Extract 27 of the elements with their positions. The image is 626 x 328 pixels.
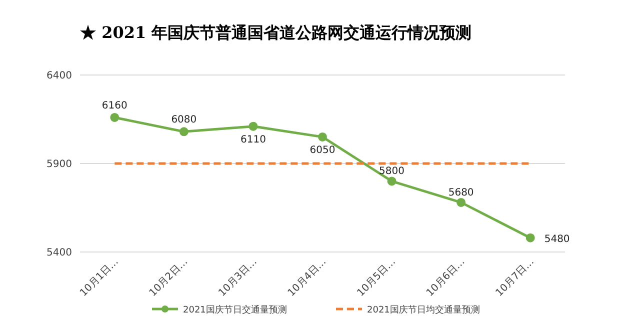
point	[318, 132, 327, 142]
x-tick-label: 10月7日…	[494, 256, 536, 299]
point	[526, 233, 535, 242]
data-label: 6110	[240, 134, 266, 146]
point	[456, 198, 466, 207]
point	[387, 176, 396, 186]
data-label: 6160	[102, 100, 128, 112]
data-label: 5480	[544, 234, 570, 245]
x-tick-label: 10月2日…	[148, 256, 190, 299]
data-label: 6080	[171, 114, 197, 126]
legend-label: 2021国庆节日均交通量预测	[367, 304, 480, 316]
data-label: 6050	[310, 144, 336, 156]
x-tick-label: 10月3日…	[216, 256, 260, 299]
x-tick-label: 10月1日…	[78, 256, 121, 299]
point	[179, 127, 188, 136]
data-label: 5800	[379, 166, 405, 178]
point	[110, 112, 120, 122]
data-label: 5680	[448, 187, 474, 198]
legend-label: 2021国庆节日交通量预测	[183, 304, 287, 316]
x-tick-label: 10月4日…	[286, 256, 329, 299]
point	[248, 122, 258, 131]
x-tick-label: 10月6日…	[424, 256, 468, 299]
y-tick-label: 5900	[46, 159, 72, 170]
y-tick-label: 5400	[46, 248, 72, 258]
x-tick-label: 10月5日…	[355, 256, 398, 299]
chart-title: ★ 2021 年国庆节普通国省道公路网交通运行情况预测	[80, 23, 472, 42]
y-tick-label: 6400	[46, 70, 72, 82]
